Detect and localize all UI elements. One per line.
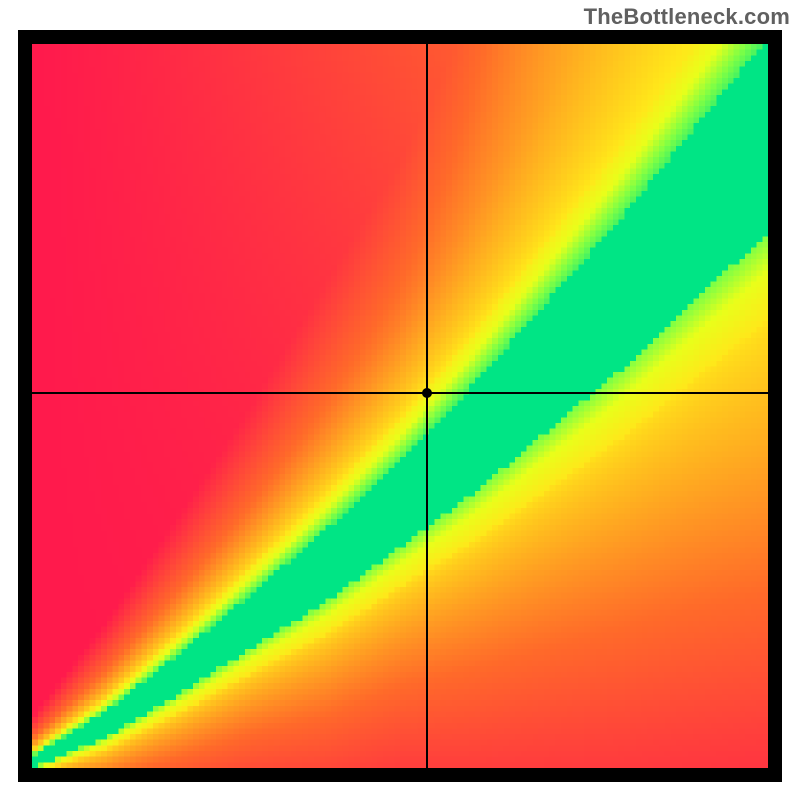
crosshair-horizontal [32, 392, 768, 394]
chart-container: TheBottleneck.com [0, 0, 800, 800]
watermark-text: TheBottleneck.com [584, 4, 790, 30]
heatmap-canvas [32, 44, 768, 768]
crosshair-vertical [426, 44, 428, 768]
